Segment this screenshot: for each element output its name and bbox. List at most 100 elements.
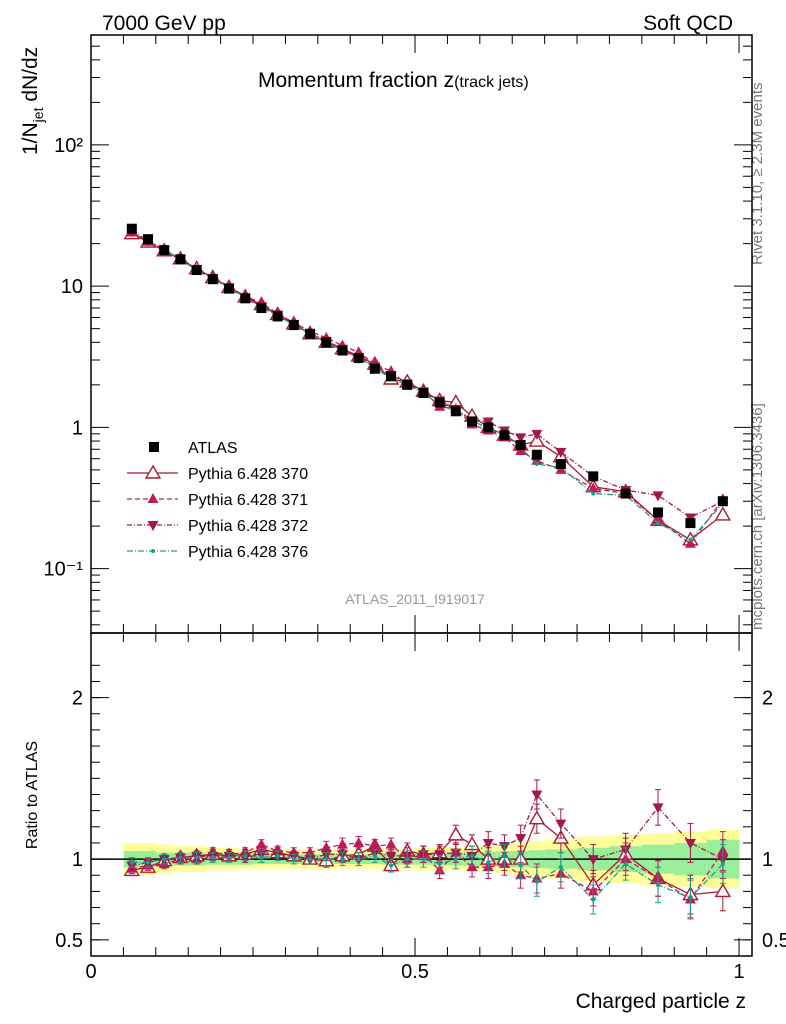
data-point — [515, 440, 526, 451]
ratio-ticks: 0.5 0.51 12 20 0.5 1 — [55, 633, 786, 983]
y-tick-label: 10⁻¹ — [44, 559, 84, 581]
x-tick-label: 1 — [733, 961, 744, 983]
ratio-point — [688, 895, 693, 900]
series-atlas — [126, 223, 728, 529]
ratio-point — [372, 853, 377, 858]
ratio-point — [369, 840, 381, 851]
data-point — [555, 459, 566, 470]
ratio-y-tick-label-right: 0.5 — [762, 930, 786, 952]
ratio-point — [591, 897, 596, 902]
legend-entry: Pythia 6.428 371 — [127, 492, 308, 509]
ratio-point — [652, 803, 664, 814]
data-point — [175, 254, 186, 265]
data-point — [321, 337, 332, 348]
main-ticks: 10⁻¹ 1 10 10² — [44, 34, 752, 633]
ylabel-rest: dN/dz — [19, 47, 42, 108]
data-point — [386, 371, 397, 382]
mcplots-label: mcplots.cern.ch [arXiv:1306.3436] — [749, 403, 766, 630]
ratio-point — [259, 855, 264, 860]
data-point — [224, 283, 235, 294]
data-point — [653, 507, 664, 518]
ratio-point — [275, 853, 280, 858]
data-point — [191, 265, 202, 276]
ratio-xlabel: Charged particle z — [576, 990, 746, 1013]
legend-marker — [147, 493, 159, 503]
data-point — [685, 518, 696, 529]
data-point — [353, 352, 364, 363]
y-tick-label: 10² — [54, 135, 83, 157]
ratio-point — [720, 861, 725, 866]
data-point — [369, 363, 380, 374]
legend-marker — [149, 442, 159, 452]
data-point — [656, 521, 661, 526]
ylabel-subscript: jet — [30, 107, 46, 123]
ratio-y-tick-label: 1 — [72, 849, 83, 871]
ratio-point — [356, 857, 361, 862]
legend-label: Pythia 6.428 371 — [188, 492, 308, 509]
ratio-point — [466, 861, 478, 872]
ratio-point — [470, 853, 475, 858]
data-point — [534, 462, 539, 467]
ratio-series-pythia-4 — [128, 844, 726, 918]
main-series — [123, 223, 732, 548]
ratio-point — [385, 851, 397, 862]
ratio-point — [340, 857, 345, 862]
ratio-point — [447, 826, 465, 841]
data-point — [591, 491, 596, 496]
ratio-y-tick-label-right: 2 — [762, 688, 773, 710]
data-point — [240, 293, 251, 304]
ratio-point — [405, 857, 410, 862]
series-line — [131, 229, 724, 541]
data-point — [207, 274, 218, 285]
legend-label: Pythia 6.428 370 — [188, 466, 308, 483]
data-point — [587, 482, 599, 493]
ratio-point — [534, 879, 539, 884]
data-point — [515, 433, 527, 444]
ratio-point — [243, 853, 248, 858]
rivet-version-label: Rivet 3.1.10, ≥ 2.3M events — [749, 83, 766, 266]
ratio-point — [558, 865, 563, 870]
ratio-point — [324, 857, 329, 862]
ratio-point — [555, 819, 567, 830]
ratio-point — [656, 882, 661, 887]
ratio-point — [227, 855, 232, 860]
legend-entry: Pythia 6.428 372 — [127, 518, 308, 535]
data-point — [652, 491, 664, 502]
legend-label: ATLAS — [188, 440, 238, 457]
data-point — [337, 345, 348, 356]
data-point — [256, 303, 267, 314]
data-point — [159, 245, 170, 256]
legend-marker — [144, 464, 162, 479]
ratio-point — [385, 838, 397, 849]
ratio-point — [714, 883, 732, 898]
ratio-y-tick-label-right: 1 — [762, 849, 773, 871]
process-label: Soft QCD — [643, 12, 733, 35]
ratio-point — [453, 857, 458, 862]
data-point — [528, 432, 546, 447]
legend-marker — [151, 549, 155, 553]
ratio-point — [255, 838, 267, 849]
ratio-point — [515, 834, 527, 845]
ratio-point — [434, 850, 446, 861]
data-point — [450, 406, 461, 417]
ratio-point — [178, 855, 183, 860]
main-title: Momentum fraction z(track jets) — [258, 69, 529, 92]
data-point — [515, 445, 527, 456]
data-point — [418, 388, 429, 399]
y-tick-label: 10 — [61, 276, 83, 298]
data-point — [483, 422, 494, 433]
main-title-text: Momentum fraction z — [258, 69, 454, 92]
data-point — [402, 379, 413, 390]
ratio-point — [531, 790, 543, 801]
data-point — [714, 506, 732, 521]
ratio-y-tick-label: 2 — [72, 688, 83, 710]
data-point — [531, 454, 543, 465]
ratio-panel: 0.5 0.51 12 20 0.5 1 Ratio to ATLAS Charged p… — [24, 632, 786, 1013]
ratio-point — [482, 838, 494, 849]
ratio-point — [291, 857, 296, 862]
data-point — [143, 234, 154, 245]
data-point — [305, 328, 316, 339]
ratio-point — [389, 863, 394, 868]
ratio-point — [684, 838, 696, 849]
